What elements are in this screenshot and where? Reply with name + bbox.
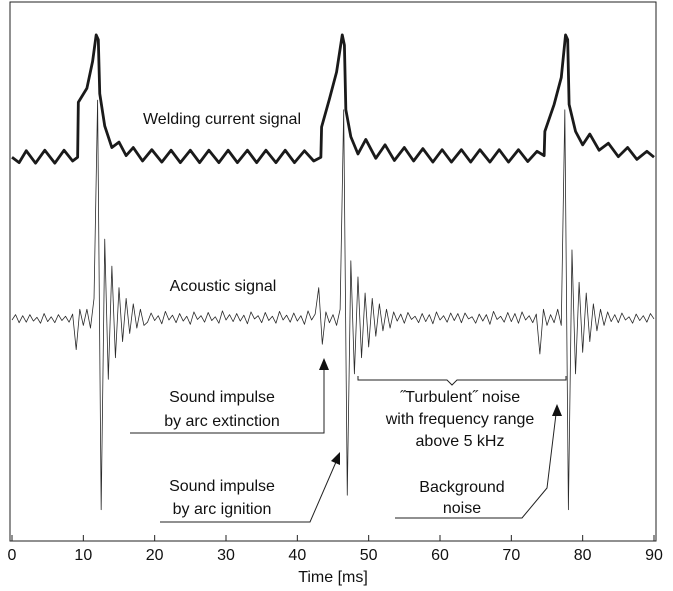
leader-extinction [130, 368, 325, 434]
x-tick-label: 50 [360, 547, 378, 564]
leader-background [395, 413, 557, 519]
arrow [319, 358, 329, 370]
annotation: Welding current signal [143, 111, 301, 128]
x-tick-label: 60 [431, 547, 449, 564]
x-axis-label: Time [ms] [298, 569, 368, 586]
x-tick-label: 90 [645, 547, 663, 564]
arrow [552, 404, 562, 416]
x-tick-label: 20 [146, 547, 164, 564]
annotation: with frequency range [385, 411, 535, 428]
annotation: by arc extinction [164, 413, 280, 430]
arrow [331, 452, 340, 465]
x-tick-label: 30 [217, 547, 235, 564]
annotation: ˝Turbulent˝ noise [400, 389, 520, 406]
annotation: Sound impulse [169, 389, 275, 406]
annotation: Background [419, 479, 504, 496]
plot-frame [9, 1, 657, 542]
annotation: above 5 kHz [416, 433, 505, 450]
signal-line [11, 99, 655, 511]
annotation: Acoustic signal [170, 278, 277, 295]
x-tick-label: 10 [74, 547, 92, 564]
x-tick-label: 40 [288, 547, 306, 564]
leader-lines [130, 358, 567, 523]
annotation: noise [443, 500, 481, 517]
annotation: Sound impulse [169, 478, 275, 495]
x-tick-label: 70 [502, 547, 520, 564]
noise-bracket [357, 376, 567, 386]
signal-line [11, 33, 655, 165]
x-tick-label: 0 [8, 547, 17, 564]
leader-ignition [160, 461, 337, 523]
x-tick-label: 80 [574, 547, 592, 564]
annotation: by arc ignition [173, 501, 272, 518]
